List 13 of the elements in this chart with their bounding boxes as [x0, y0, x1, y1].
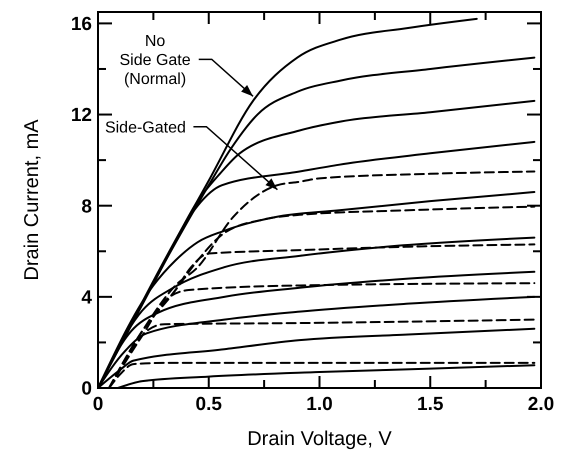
x-tick-label: 1.5 [417, 394, 444, 415]
x-axis-title: Drain Voltage, V [247, 428, 392, 450]
y-tick-label: 16 [70, 14, 92, 36]
x-tick-label: 0.5 [196, 394, 222, 415]
annotation: No Side Gate (Normal) [119, 32, 191, 88]
y-tick-label: 12 [70, 105, 92, 126]
annotation: Side-Gated [104, 119, 186, 136]
y-axis-title: Drain Current, mA [21, 118, 43, 281]
y-tick-label: 4 [81, 288, 92, 308]
y-tick-label: 8 [81, 196, 92, 218]
x-tick-label: 1.0 [306, 394, 333, 415]
x-tick-label: 2.0 [528, 394, 554, 415]
y-tick-label: 0 [81, 378, 92, 400]
